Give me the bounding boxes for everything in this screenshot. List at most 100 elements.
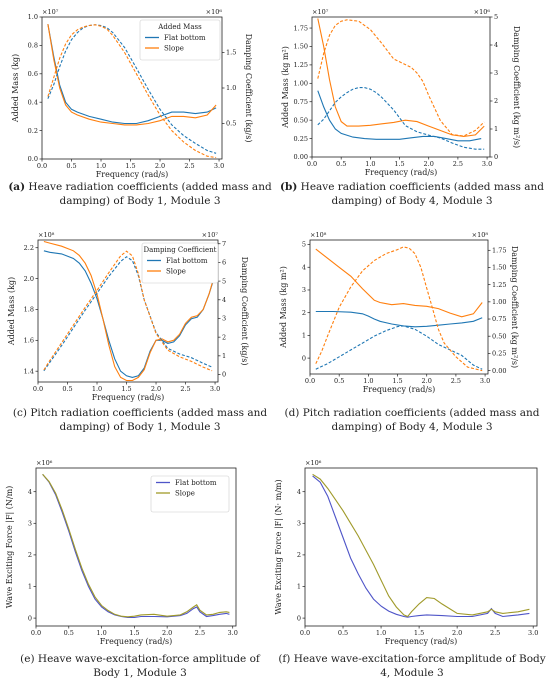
ytick-right-label: 7 xyxy=(222,240,226,248)
panel-d: 0.0 0.5 1.0 1.5 2.0 2.5 3.0 0 1 2 3 4 5 0.00 0.25 0.50 0… xyxy=(279,231,519,394)
xtick-label: 3.0 xyxy=(480,377,490,385)
ytick-label: 1.75 xyxy=(294,24,308,32)
ytick-label: 1.6 xyxy=(24,337,34,345)
ytick-right-label: 0 xyxy=(494,153,498,161)
ytick-label: 0 xyxy=(297,614,301,622)
legend-entry: Slope xyxy=(175,490,195,498)
ytick-label: 0.4 xyxy=(28,98,38,106)
xtick-label: 0.5 xyxy=(338,629,348,637)
series-a-1 xyxy=(47,24,217,126)
x-axis-label: Frequency (rad/s) xyxy=(96,170,169,179)
y-axis-label: Added Mass (kg) xyxy=(11,54,20,123)
ytick-right-label: 4 xyxy=(494,41,498,49)
xtick-label: 1.5 xyxy=(414,629,424,637)
ytick-label: 2 xyxy=(297,551,301,559)
ytick-label: 1 xyxy=(28,583,32,591)
ytick-label: 2 xyxy=(302,309,306,317)
y-axis-label: Wave Exciting Force |F| (N· m/m) xyxy=(274,479,283,614)
x-axis-label: Frequency (rad/s) xyxy=(92,393,165,402)
ytick-label: 4 xyxy=(297,488,301,496)
ytick-right-label: 0.00 xyxy=(492,367,506,375)
xtick-label: 1.0 xyxy=(376,629,386,637)
ytick-label: 1.50 xyxy=(294,43,308,51)
legend-entry: Slope xyxy=(166,268,186,276)
ytick-label: 0.8 xyxy=(28,42,38,50)
xtick-label: 2.0 xyxy=(151,385,161,393)
series-d-3 xyxy=(315,246,483,372)
xtick-label: 3.0 xyxy=(528,629,538,637)
x-axis-label: Frequency (rad/s) xyxy=(100,637,173,646)
ytick-right-label: 2 xyxy=(494,97,498,105)
y-axis-label: Wave Exciting Force |F| (N/m) xyxy=(5,486,14,609)
left-axis-multiplier: ×10⁶ xyxy=(36,459,53,467)
ytick-right-label: 1.50 xyxy=(492,264,506,272)
right-axis-multiplier: ×10⁷ xyxy=(202,231,219,239)
xtick-label: 2.0 xyxy=(155,162,165,170)
left-axis-multiplier: ×10⁷ xyxy=(42,8,59,16)
xtick-label: 2.5 xyxy=(195,629,205,637)
ytick-right-label: 1.5 xyxy=(226,49,236,57)
ytick-label: 2.2 xyxy=(24,244,34,252)
caption-d: (d) Pitch radiation coefficients (added … xyxy=(284,407,540,433)
plot-frame-f xyxy=(304,467,538,627)
series-b-3 xyxy=(317,19,485,137)
xtick-label: 1.5 xyxy=(129,629,139,637)
xtick-label: 0.0 xyxy=(37,162,47,170)
series-d-0 xyxy=(315,310,483,328)
ytick-label: 1.4 xyxy=(24,367,34,375)
legend-title: Damping Coefficient xyxy=(144,246,217,254)
series-c-0 xyxy=(43,250,215,378)
xtick-label: 0.0 xyxy=(307,160,317,168)
series-b-1 xyxy=(317,18,485,137)
ytick-label: 0 xyxy=(28,614,32,622)
xtick-label: 2.5 xyxy=(451,377,461,385)
caption-c: (c) Pitch radiation coefficients (added … xyxy=(12,407,268,433)
ytick-right-label: 3 xyxy=(222,315,226,323)
xtick-label: 2.5 xyxy=(490,629,500,637)
caption-b: (b) Heave radiation coefficients (added … xyxy=(280,181,544,207)
xtick-label: 1.0 xyxy=(363,377,373,385)
series-c-2 xyxy=(43,256,213,372)
xtick-label: 0.0 xyxy=(31,629,41,637)
ytick-label: 1 xyxy=(297,583,301,591)
xtick-label: 3.0 xyxy=(214,162,224,170)
ytick-label: 2.0 xyxy=(24,275,34,283)
legend-box xyxy=(139,19,221,61)
ytick-label: 0.50 xyxy=(294,116,308,124)
xtick-label: 0.0 xyxy=(305,377,315,385)
legend-title: Added Mass xyxy=(157,23,202,31)
xtick-label: 2.0 xyxy=(452,629,462,637)
ytick-label: 1.8 xyxy=(24,306,34,314)
ytick-label: 1.00 xyxy=(294,80,308,88)
legend-a: Added Mass Flat bottom Slope xyxy=(139,19,221,61)
right-axis-multiplier: ×10⁶ xyxy=(474,8,491,16)
series-e-1 xyxy=(42,473,230,618)
y-axis-label: Added Mass (kg m²) xyxy=(281,46,290,129)
ytick-label: 4 xyxy=(302,263,306,271)
ytick-right-label: 1 xyxy=(494,125,498,133)
series-b-0 xyxy=(317,90,482,142)
xtick-label: 0.5 xyxy=(66,162,76,170)
ytick-label: 0.6 xyxy=(28,70,38,78)
ytick-right-label: 5 xyxy=(222,277,226,285)
right-axis-multiplier: ×10⁸ xyxy=(472,231,489,239)
ytick-right-label: 0.25 xyxy=(492,350,506,358)
plot-frame-d xyxy=(309,239,489,375)
legend-entry: Slope xyxy=(164,45,184,53)
xtick-label: 2.5 xyxy=(184,162,194,170)
panel-e: 0.0 0.5 1.0 1.5 2.0 2.5 3.0 0 1 2 3 4 ×10⁶ Frequency … xyxy=(5,459,238,646)
xtick-label: 3.0 xyxy=(210,385,220,393)
plot-frame-e xyxy=(35,467,237,627)
ytick-right-label: 0.5 xyxy=(226,120,236,128)
xtick-label: 2.0 xyxy=(162,629,172,637)
ytick-label: 0.0 xyxy=(28,155,38,163)
ytick-right-label: 0.50 xyxy=(492,332,506,340)
ytick-label: 2 xyxy=(28,551,32,559)
series-f-1 xyxy=(312,473,530,618)
caption-f: (f) Heave wave-excitation-force amplitud… xyxy=(278,653,546,679)
y-axis-right-label: Damping Coefficient (kg/s) xyxy=(240,257,249,366)
panel-b: 0.0 0.5 1.0 1.5 2.0 2.5 3.0 0.00 0.25 0.50 0.75 1.0… xyxy=(281,8,521,177)
ytick-right-label: 0.75 xyxy=(492,315,506,323)
ytick-right-label: 1.25 xyxy=(492,281,506,289)
xtick-label: 0.5 xyxy=(334,377,344,385)
